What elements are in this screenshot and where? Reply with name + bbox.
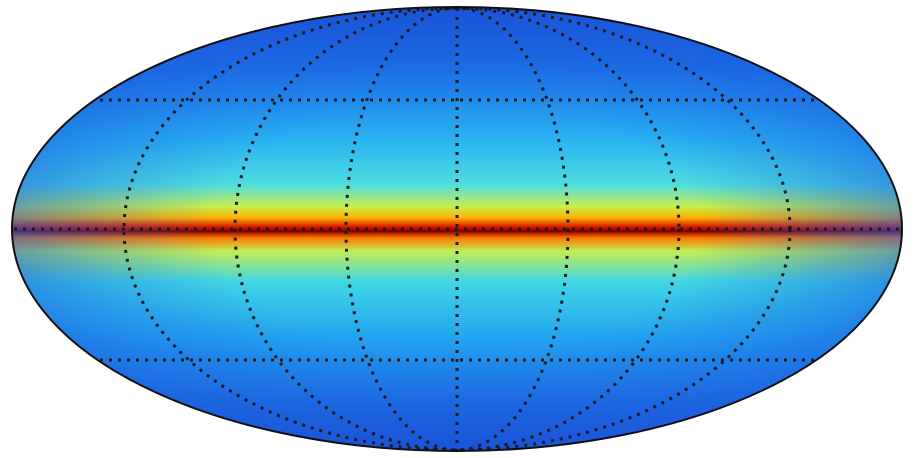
sky-map (0, 0, 914, 458)
page (0, 0, 914, 458)
